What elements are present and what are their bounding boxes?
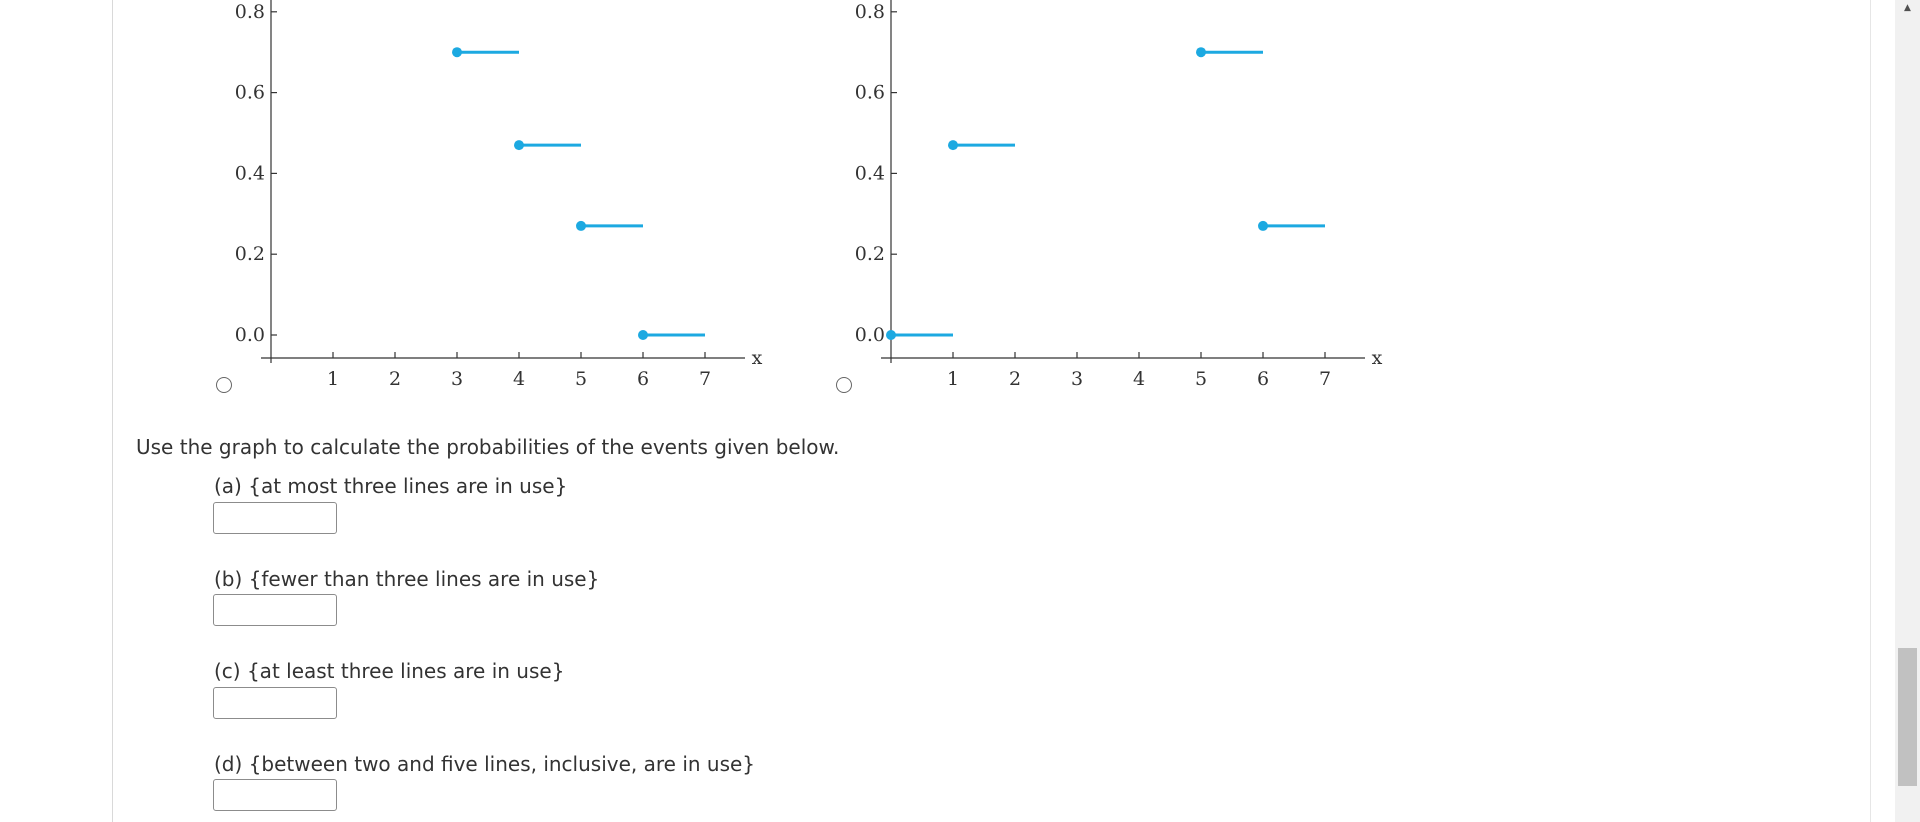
scroll-up-arrow-icon[interactable]: ▲ bbox=[1904, 3, 1911, 13]
step-start-point bbox=[638, 330, 648, 340]
graph-svg: 0.0 0.2 0.4 0.6 0.8 1 2 3 4 5 6 7 x bbox=[855, 0, 1383, 390]
graph-option-2: 0.0 0.2 0.4 0.6 0.8 1 2 3 4 5 6 7 x bbox=[830, 0, 1450, 400]
x-tick-label: 5 bbox=[1195, 368, 1207, 390]
part-c-label: (c) {at least three lines are in use} bbox=[214, 659, 565, 683]
radio-option-2[interactable] bbox=[836, 377, 852, 393]
part-a-label: (a) {at most three lines are in use} bbox=[214, 474, 568, 498]
x-axis-label: x bbox=[1372, 347, 1383, 369]
graph-svg: 0.0 0.2 0.4 0.6 0.8 1 2 3 4 5 6 7 x bbox=[235, 0, 763, 390]
step-start-point bbox=[1258, 220, 1268, 231]
question-prompt: Use the graph to calculate the probabili… bbox=[136, 435, 840, 459]
y-tick-label: 0.0 bbox=[235, 324, 265, 346]
x-tick-label: 6 bbox=[1257, 368, 1269, 390]
x-tick-label: 2 bbox=[1009, 368, 1021, 390]
content-right-border bbox=[1870, 0, 1871, 822]
part-b-answer-input[interactable] bbox=[213, 594, 337, 626]
vertical-scrollbar[interactable]: ▲ bbox=[1895, 0, 1920, 822]
y-tick-label: 0.6 bbox=[855, 82, 885, 104]
y-tick-label: 0.2 bbox=[855, 243, 885, 265]
x-tick-label: 3 bbox=[1071, 368, 1083, 390]
y-tick-label: 0.0 bbox=[855, 324, 885, 346]
step-start-point bbox=[886, 330, 896, 340]
y-tick-label: 0.4 bbox=[235, 162, 265, 184]
part-a-answer-input[interactable] bbox=[213, 502, 337, 534]
x-tick-label: 1 bbox=[327, 368, 339, 390]
step-start-point bbox=[948, 140, 958, 151]
step-start-point bbox=[514, 140, 524, 151]
part-d-label: (d) {between two and five lines, inclusi… bbox=[214, 752, 756, 776]
y-tick-label: 0.8 bbox=[235, 1, 265, 23]
x-tick-label: 5 bbox=[575, 368, 587, 390]
x-tick-label: 6 bbox=[637, 368, 649, 390]
graph-option-1: 0.0 0.2 0.4 0.6 0.8 1 2 3 4 5 6 7 x bbox=[210, 0, 830, 400]
y-tick-label: 0.8 bbox=[855, 1, 885, 23]
y-tick-label: 0.6 bbox=[235, 82, 265, 104]
x-tick-label: 1 bbox=[947, 368, 959, 390]
x-tick-label: 4 bbox=[1133, 368, 1145, 390]
scroll-thumb[interactable] bbox=[1898, 648, 1917, 786]
x-axis-label: x bbox=[752, 347, 763, 369]
x-tick-label: 7 bbox=[1319, 368, 1331, 390]
y-tick-label: 0.2 bbox=[235, 243, 265, 265]
radio-option-1[interactable] bbox=[216, 377, 232, 393]
x-tick-label: 3 bbox=[451, 368, 463, 390]
part-b-label: (b) {fewer than three lines are in use} bbox=[214, 567, 600, 591]
y-tick-label: 0.4 bbox=[855, 162, 885, 184]
part-d-answer-input[interactable] bbox=[213, 779, 337, 811]
x-tick-label: 7 bbox=[699, 368, 711, 390]
step-start-point bbox=[576, 220, 586, 231]
part-c-answer-input[interactable] bbox=[213, 687, 337, 719]
x-tick-label: 2 bbox=[389, 368, 401, 390]
step-start-point bbox=[1196, 47, 1206, 58]
step-start-point bbox=[452, 47, 462, 58]
x-tick-label: 4 bbox=[513, 368, 525, 390]
content-left-border bbox=[112, 0, 113, 822]
